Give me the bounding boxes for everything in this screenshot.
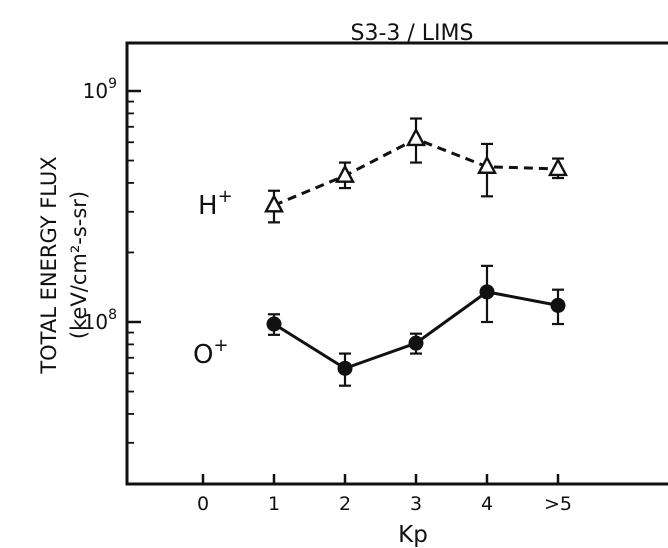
series-line	[273, 290, 559, 371]
data-point-triangle	[548, 157, 568, 177]
x-tick-label: 2	[339, 493, 351, 515]
x-tick-label: 0	[197, 493, 209, 515]
data-point-triangle	[477, 155, 497, 174]
series-labels: H+ O+	[193, 186, 233, 370]
data-point-triangle	[335, 164, 355, 183]
data-point-circle	[337, 360, 353, 376]
data-point-triangle	[406, 127, 426, 147]
y-axis-label: TOTAL ENERGY FLUX (keV/cm²-s-sr)	[37, 156, 91, 374]
y-tick-label: 109	[83, 76, 117, 103]
y-ticks: 109 108	[83, 76, 141, 444]
data-point-circle	[266, 316, 282, 332]
x-ticks: 0 1 2 3 4 >5	[197, 474, 572, 515]
x-tick-label: >5	[544, 493, 572, 515]
plot-frame	[125, 41, 668, 486]
x-axis-label: Kp	[398, 522, 428, 548]
series-layer	[264, 117, 568, 387]
series-label-h: H+	[198, 186, 233, 221]
data-point-circle	[550, 297, 566, 313]
data-point-circle	[479, 284, 495, 300]
x-tick-label: 4	[481, 493, 493, 515]
y-axis-label-line1: TOTAL ENERGY FLUX	[37, 156, 61, 374]
x-tick-label: 3	[410, 493, 422, 515]
data-point-circle	[408, 335, 424, 351]
y-axis-label-line2: (keV/cm²-s-sr)	[67, 191, 91, 339]
x-tick-label: 1	[268, 493, 280, 515]
series-label-o: O+	[193, 335, 229, 370]
data-point-triangle	[264, 193, 284, 213]
series-h	[264, 117, 568, 224]
y-tick-label: 108	[83, 307, 117, 334]
series-o	[266, 264, 566, 387]
